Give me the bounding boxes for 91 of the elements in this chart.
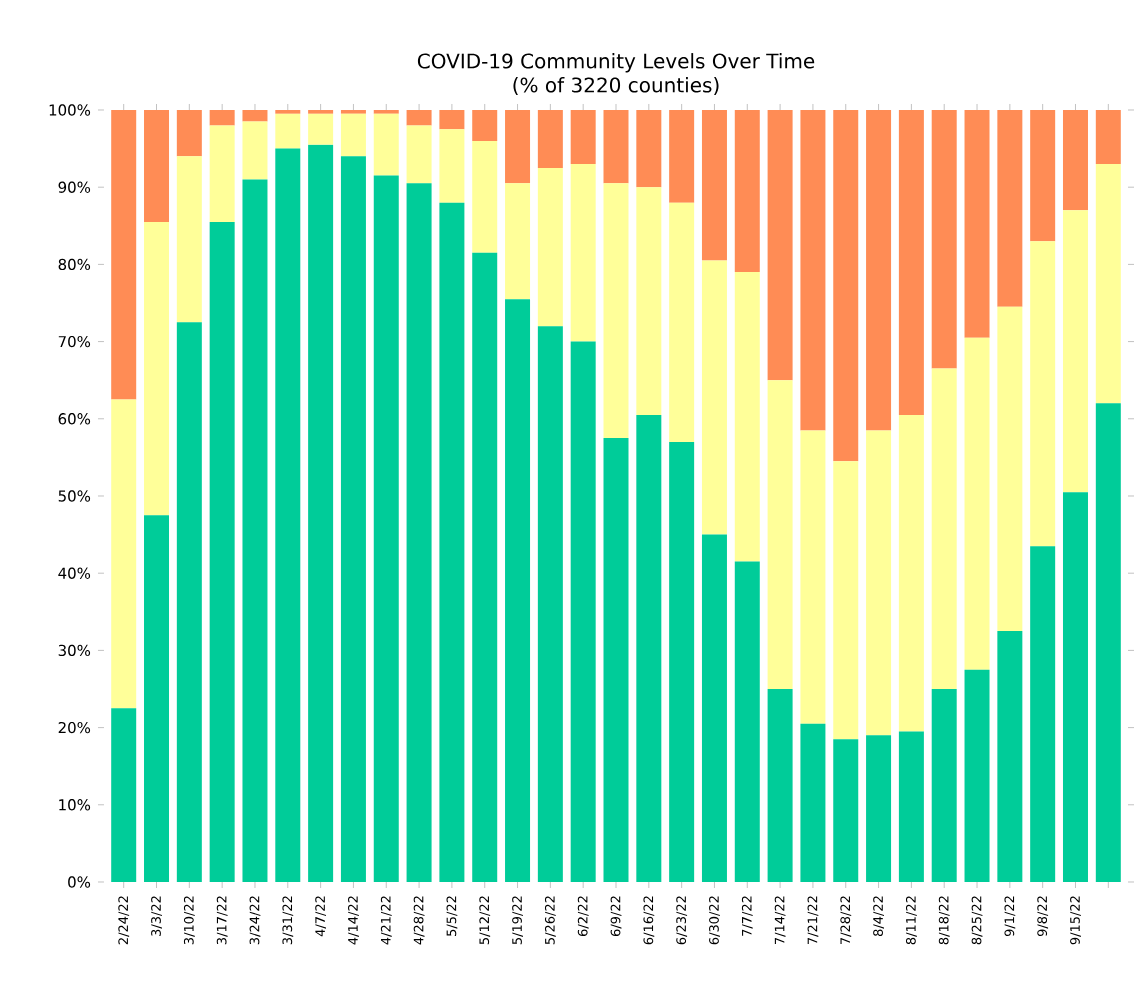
bar [1062,110,1088,211]
bar [603,438,629,882]
bar [439,129,465,203]
bar [866,430,892,736]
chart-title: COVID-19 Community Levels Over Time [417,53,815,73]
bar [472,140,498,253]
bar [505,110,531,184]
bar [373,175,399,882]
bar [308,144,334,882]
bar [308,113,334,145]
bar [603,110,629,184]
bar [866,735,892,882]
bar [833,739,859,882]
bar [636,414,662,882]
bar [537,167,563,327]
bar [997,306,1023,632]
bar [1030,241,1056,547]
bar [931,368,957,689]
bar [505,183,531,300]
bar [701,110,727,261]
bar [472,110,498,141]
bar [767,380,793,689]
bar [209,125,235,222]
bar [767,689,793,882]
bar [701,534,727,882]
bar [144,221,170,516]
bar [242,121,268,180]
bar [406,110,432,126]
bar [1030,110,1056,242]
bar [176,322,202,882]
bar [406,125,432,184]
bar [505,299,531,882]
bar [964,110,990,338]
bar [1095,403,1121,882]
bar [997,110,1023,307]
bar [833,110,859,462]
bar [931,689,957,882]
bar [439,110,465,130]
bar [1095,164,1121,404]
bar [537,326,563,882]
bar [898,110,924,415]
bar [701,260,727,535]
bar [1095,110,1121,165]
bar [931,110,957,369]
bar [373,113,399,176]
bar [1030,546,1056,882]
bar [570,341,596,882]
bar [898,731,924,882]
bar [340,156,366,882]
bar [1062,210,1088,493]
bar [111,708,137,882]
bar [964,337,990,670]
bar [472,252,498,882]
bar [833,461,859,740]
bar [209,110,235,126]
bar [275,148,301,882]
bar [111,110,137,400]
bar [209,221,235,882]
bar [767,110,793,381]
bar [406,183,432,882]
chart-subtitle: (% of 3220 counties) [513,77,719,95]
bar [275,113,301,149]
bar [144,110,170,222]
bar [636,110,662,188]
bar [242,110,268,122]
bar [111,399,137,709]
bar [1062,492,1088,882]
bar [176,156,202,323]
bar [800,723,826,882]
bar [570,164,596,342]
bar [734,561,760,882]
bar [242,179,268,882]
bar [603,183,629,439]
bar [669,110,695,203]
bar [669,202,695,442]
bar [866,110,892,431]
bar [340,113,366,157]
bar [997,631,1023,882]
bar [964,669,990,882]
bar [439,202,465,882]
bar [734,272,760,562]
bar [800,430,826,724]
bar [734,110,760,273]
bar [570,110,596,165]
bar [537,110,563,168]
bar [144,515,170,882]
bar [176,110,202,157]
bar [898,414,924,732]
bar [636,187,662,415]
bar [669,441,695,882]
bar [800,110,826,431]
